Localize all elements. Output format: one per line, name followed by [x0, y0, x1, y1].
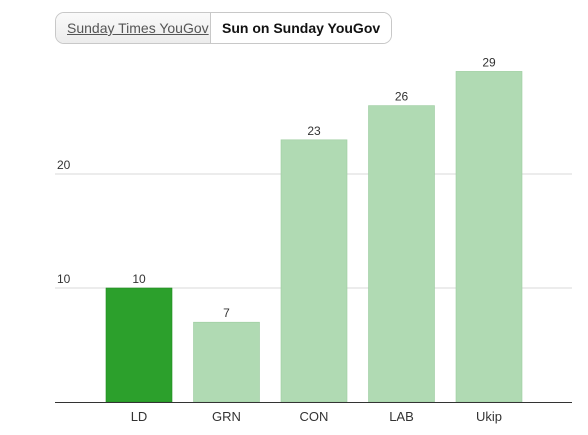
bars — [105, 71, 523, 403]
bar-ld[interactable] — [105, 287, 173, 403]
bar-grn[interactable] — [193, 321, 260, 403]
value-label-con: 23 — [307, 124, 321, 138]
x-tick-label-ukip: Ukip — [476, 409, 502, 424]
value-label-lab: 26 — [395, 90, 409, 104]
tick-labels: 10 20 LD GRN CON LAB Ukip — [57, 158, 502, 424]
value-label-ukip: 29 — [482, 55, 496, 69]
bar-ukip[interactable] — [455, 71, 523, 403]
data-labels: 10 7 23 26 29 — [132, 55, 496, 320]
bar-lab[interactable] — [368, 105, 435, 403]
bar-con[interactable] — [280, 139, 348, 403]
tab-sunday-times-yougov[interactable]: Sunday Times YouGov — [56, 13, 211, 43]
x-tick-label-grn: GRN — [212, 409, 241, 424]
value-label-ld: 10 — [132, 272, 146, 286]
tab-sun-on-sunday-yougov[interactable]: Sun on Sunday YouGov — [211, 13, 392, 43]
x-tick-label-lab: LAB — [389, 409, 414, 424]
value-label-grn: 7 — [223, 306, 230, 320]
x-tick-label-ld: LD — [131, 409, 148, 424]
x-tick-label-con: CON — [300, 409, 329, 424]
y-tick-label-10: 10 — [57, 272, 71, 286]
y-tick-label-20: 20 — [57, 158, 71, 172]
source-tabs: Sunday Times YouGov Sun on Sunday YouGov — [55, 12, 393, 44]
